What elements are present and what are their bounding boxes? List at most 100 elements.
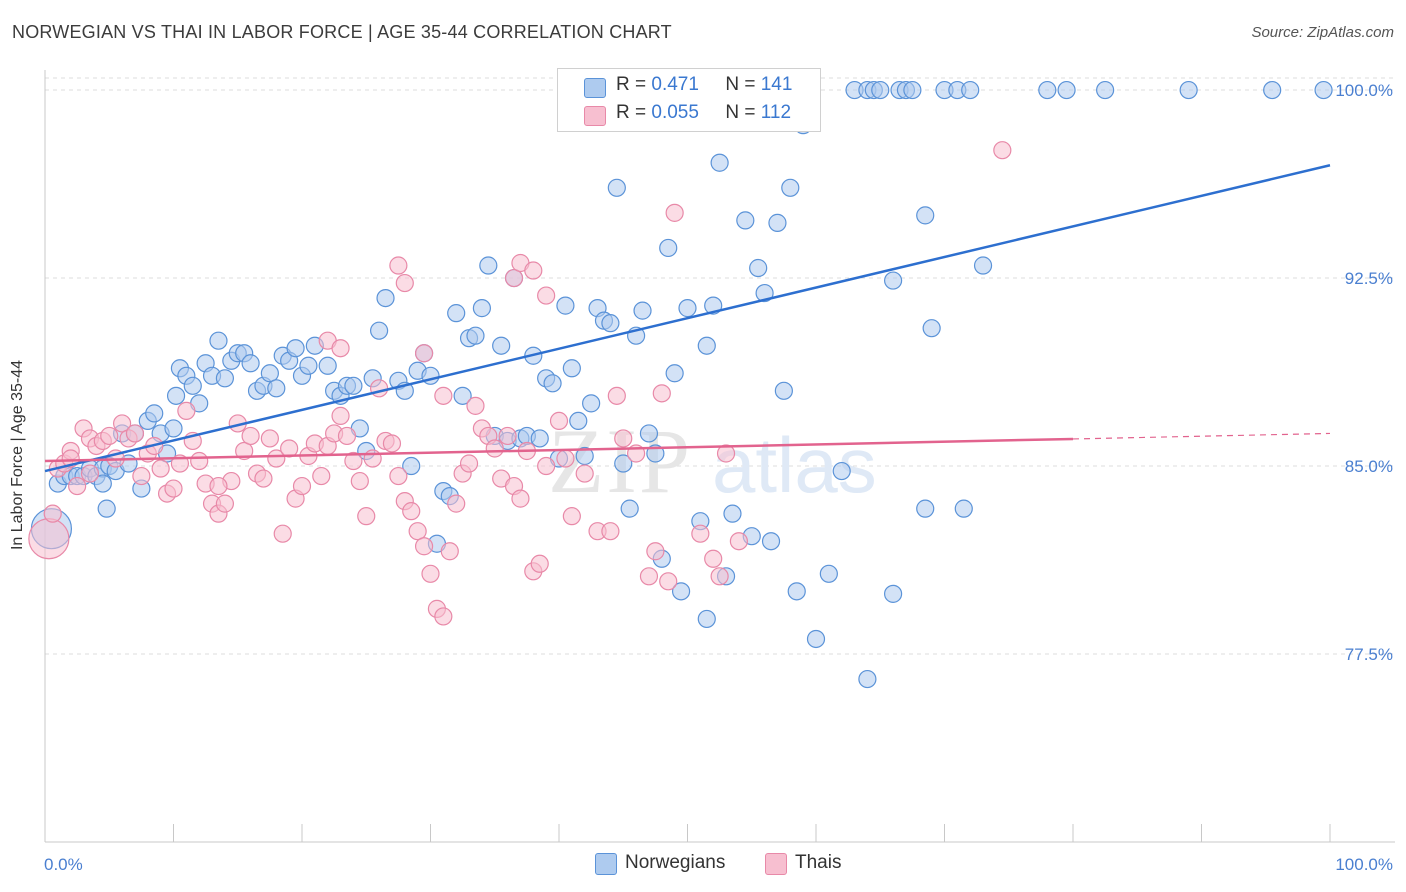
thai-point [504, 268, 524, 288]
thai-point [177, 401, 196, 420]
norwegian-point [639, 424, 659, 443]
thai-point [665, 203, 684, 222]
norwegian-point [562, 359, 581, 378]
thai-point [273, 524, 292, 543]
norwegian-point [183, 376, 202, 395]
chart-title: NORWEGIAN VS THAI IN LABOR FORCE | AGE 3… [12, 22, 672, 42]
thai-point [729, 532, 749, 551]
thai-point [112, 414, 132, 433]
norwegian-point [710, 153, 729, 172]
series-legend: Norwegians Thais [0, 851, 1406, 879]
thai-point [530, 554, 549, 573]
norwegian-point [601, 314, 620, 333]
norwegian-point [260, 364, 279, 383]
norwegian-point [832, 461, 851, 481]
thai-point [434, 386, 453, 405]
thai-point [164, 479, 183, 498]
legend-swatch-blue [584, 78, 606, 98]
thai-point [511, 489, 530, 508]
thai-point [414, 344, 434, 363]
thai-point [190, 451, 209, 471]
norwegian-point [768, 213, 787, 232]
norwegian-point [492, 336, 511, 355]
thai-point [68, 476, 87, 496]
thais-trend-line [44, 437, 1074, 463]
norwegian-point [93, 474, 112, 493]
thai-point [370, 379, 389, 398]
thai-point [395, 273, 414, 293]
norwegian-point [883, 271, 903, 290]
legend-swatch-thais [765, 853, 787, 875]
norwegian-point [472, 299, 491, 318]
norwegian-point [376, 288, 395, 308]
thai-point [607, 386, 626, 405]
norwegian-point [903, 80, 922, 100]
thai-point [575, 464, 594, 483]
norwegian-point [671, 582, 691, 601]
norwegian-point [241, 354, 260, 373]
thai-point [993, 141, 1012, 160]
thai-point [241, 426, 260, 446]
legend-n-value: 112 [760, 102, 792, 123]
norwegian-point [916, 206, 935, 225]
norwegian-point [620, 499, 639, 518]
thai-point [414, 537, 434, 556]
x-tick-label: 100.0% [1335, 855, 1393, 874]
norwegians-points [30, 80, 1333, 689]
thai-point [382, 434, 402, 453]
thai-point [312, 466, 331, 486]
norwegian-point [569, 411, 588, 431]
watermark-atlas: atlas [712, 421, 877, 509]
legend-n-value: 141 [760, 74, 793, 95]
thai-point [402, 502, 421, 521]
thai-point [235, 441, 254, 461]
legend-swatch-norwegians [595, 853, 617, 875]
thai-point [556, 449, 575, 468]
norwegian-point [286, 339, 305, 358]
norwegian-point [318, 356, 337, 375]
norwegian-point [402, 456, 421, 476]
norwegian-point [954, 499, 973, 518]
norwegian-point [774, 381, 793, 400]
norwegian-point [806, 629, 826, 649]
thai-point [43, 504, 62, 523]
thais-trend-line-dashed [1072, 432, 1331, 440]
thai-point [331, 339, 350, 358]
thai-point [639, 567, 659, 586]
norwegian-point [665, 364, 684, 383]
norwegian-point [633, 301, 652, 320]
thai-point [562, 507, 581, 526]
y-tick-label: 77.5% [1345, 645, 1393, 664]
norwegian-point [1263, 80, 1282, 100]
norwegian-point [267, 379, 286, 398]
thai-point [80, 464, 100, 483]
norwegian-point [1057, 80, 1076, 100]
thai-point [363, 449, 382, 468]
thai-point [344, 451, 363, 471]
norwegian-point [697, 336, 716, 355]
norwegian-point [723, 504, 742, 523]
thai-point [549, 411, 569, 431]
thai-point [254, 469, 273, 488]
norwegian-point [922, 319, 941, 338]
legend-swatch-pink [584, 106, 606, 126]
thai-point [601, 522, 620, 541]
thai-point [646, 542, 665, 561]
thai-point [350, 471, 369, 491]
legend-n-label: N = [725, 74, 756, 95]
thai-point [614, 429, 633, 448]
norwegian-point [164, 419, 183, 438]
y-tick-label: 85.0% [1345, 457, 1393, 476]
norwegian-point [479, 256, 498, 275]
thai-point [652, 384, 671, 403]
thai-point [710, 567, 729, 586]
norwegian-point [582, 394, 601, 413]
trend-lines [44, 164, 1331, 473]
thai-point [691, 524, 710, 543]
norwegian-point [447, 304, 466, 323]
x-tick-label: 0.0% [44, 855, 83, 874]
thai-point [28, 518, 70, 560]
thais-points [28, 141, 1012, 626]
thai-point [132, 466, 151, 486]
